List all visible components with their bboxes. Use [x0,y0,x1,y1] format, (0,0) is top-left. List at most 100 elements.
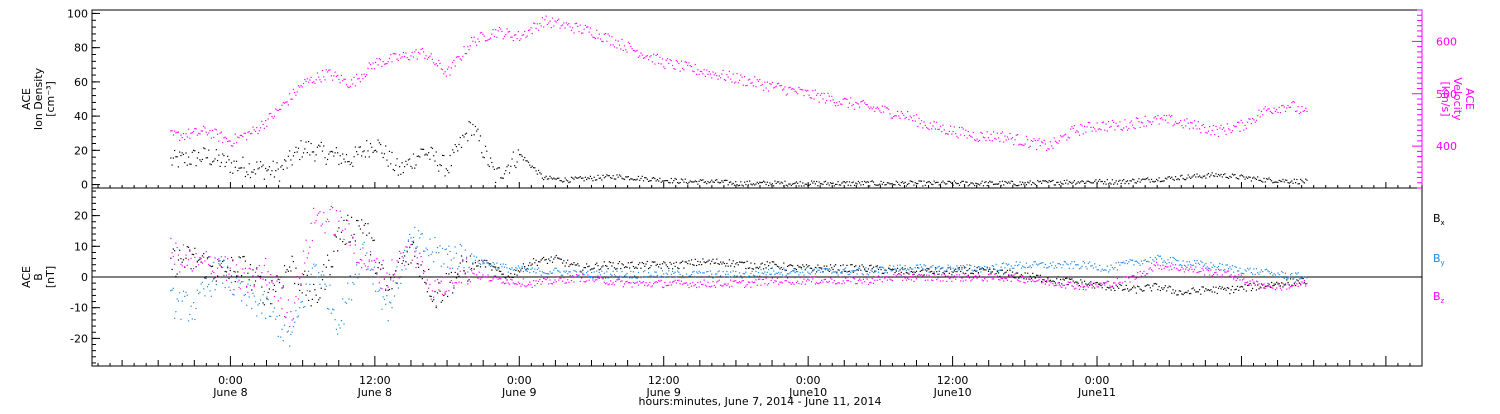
Bx-point [1215,286,1217,288]
velocity-point [687,64,689,66]
Bx-point [974,269,976,271]
Bx-point [179,249,181,251]
density-point [620,175,622,177]
Bx-point [309,290,311,292]
velocity-point [1138,121,1140,123]
velocity-point [876,106,878,108]
Bz-point [736,281,738,284]
Bx-point [201,255,204,257]
density-point [592,180,594,182]
Bz-point [611,283,613,285]
velocity-point [1106,130,1108,132]
velocity-point [1164,119,1167,121]
velocity-point [584,24,586,26]
Bz-point [1229,275,1231,277]
velocity-point [587,26,589,28]
Bx-point [1253,282,1255,284]
density-point [283,159,286,161]
Bx-point [361,219,363,221]
By-point [670,273,672,276]
velocity-point [956,135,958,137]
velocity-point [546,23,549,26]
Bz-point [877,275,880,277]
Bz-point [709,286,712,288]
Bz-point [428,287,430,289]
Bz-point [759,278,761,280]
velocity-point [377,64,379,66]
density-point [1286,179,1288,182]
density-point [814,183,816,185]
Bx-point [798,266,800,268]
velocity-point [1008,138,1010,140]
Bz-point [920,274,923,276]
Bz-point [455,282,458,284]
By-point [1292,278,1294,280]
density-point [1107,183,1110,185]
density-point [271,170,273,172]
density-point [956,183,958,185]
Bz-point [744,286,746,289]
velocity-point [549,20,551,22]
By-point [419,237,421,239]
Bx-point [215,280,217,282]
By-point [1011,267,1014,269]
density-point [198,151,200,154]
Bz-point [601,277,603,279]
By-point [278,314,281,317]
density-point [896,181,899,183]
chart-marks: 020406080100400500600-20-10010200:00June… [67,7,1457,399]
velocity-point [1044,143,1046,145]
Bx-point [871,268,873,270]
density-point [947,180,949,183]
velocity-point [615,39,617,41]
density-point [1209,176,1211,178]
By-point [690,273,693,276]
velocity-point [979,139,981,142]
velocity-point [805,90,808,92]
Bx-point [799,266,801,268]
Bz-point [647,284,650,286]
Bz-point [313,207,315,209]
density-point [1131,178,1134,180]
By-point [653,275,655,277]
By-point [1286,277,1288,279]
Bx-point [1140,289,1143,291]
density-point [718,182,720,184]
By-point [1116,269,1119,271]
Bx-point [765,267,767,269]
density-point [1287,181,1289,184]
density-point [1070,181,1072,184]
Bz-point [679,283,681,285]
Bx-point [936,271,938,273]
density-point [846,181,848,183]
velocity-point [268,113,271,115]
velocity-point [392,53,394,55]
By-point [1121,262,1124,264]
By-point [814,273,816,275]
Bx-point [407,263,410,265]
Bz-point [407,240,410,243]
density-point [617,176,619,178]
velocity-point [1284,110,1287,112]
velocity-point [1282,104,1284,107]
By-point [340,319,343,322]
Bx-point [872,266,875,268]
By-point [741,277,743,279]
Bz-point [1057,282,1059,284]
By-point [191,318,193,320]
velocity-point [599,38,602,40]
Bx-point [790,264,792,266]
Bz-point [799,276,801,279]
Bz-point [1244,282,1246,284]
velocity-point [928,128,930,131]
Bx-point [489,263,492,265]
Bz-point [1204,274,1206,276]
density-point [647,180,650,183]
Bx-point [519,271,521,273]
Bx-point [1085,283,1087,285]
Bx-point [555,254,557,257]
Bz-point [529,281,531,283]
Bz-point [764,283,766,285]
By-point [333,309,335,311]
